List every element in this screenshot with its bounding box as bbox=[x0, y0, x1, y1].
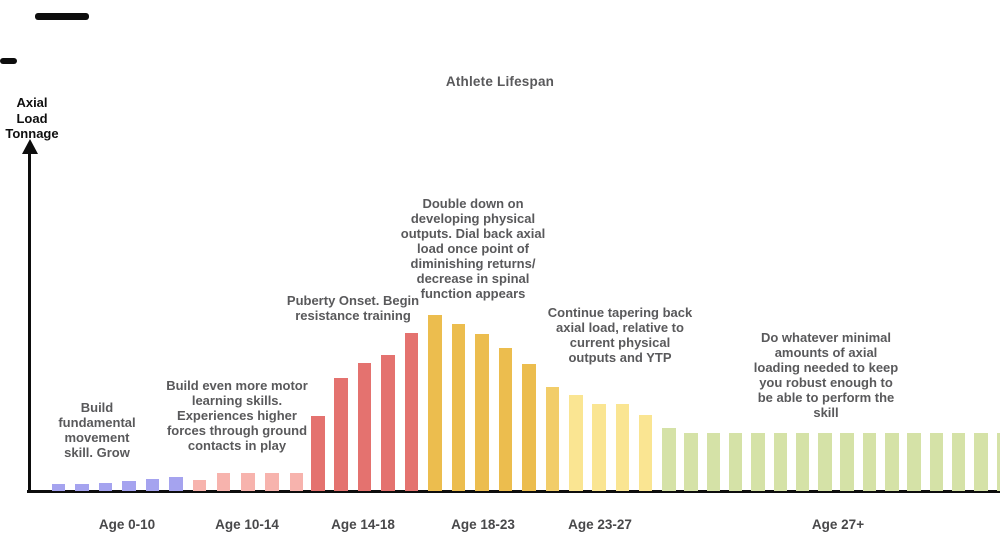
y-axis-label: Axial Load Tonnage bbox=[5, 95, 59, 141]
stray-stroke-mark bbox=[35, 13, 89, 20]
bar bbox=[241, 473, 255, 491]
bar bbox=[615, 404, 630, 491]
bar bbox=[428, 315, 442, 491]
bar bbox=[773, 433, 787, 491]
bar bbox=[862, 433, 877, 491]
bar bbox=[684, 433, 698, 491]
x-axis-group-label: Age 14-18 bbox=[331, 517, 395, 532]
bar bbox=[706, 433, 721, 491]
bar bbox=[951, 433, 966, 491]
bar bbox=[569, 395, 583, 491]
bar bbox=[381, 355, 395, 491]
bar bbox=[192, 480, 207, 491]
annotation: Build fundamental movement skill. Grow bbox=[58, 400, 136, 460]
bar bbox=[451, 324, 466, 491]
bar bbox=[929, 433, 944, 491]
bar bbox=[498, 348, 513, 491]
bar bbox=[75, 484, 89, 491]
annotation: Double down on developing physical outpu… bbox=[400, 196, 546, 301]
bar bbox=[522, 364, 536, 491]
bar bbox=[334, 378, 348, 491]
bar bbox=[145, 479, 159, 491]
y-axis-line bbox=[28, 152, 32, 493]
annotation: Build even more motor learning skills. E… bbox=[166, 378, 308, 453]
bar bbox=[907, 433, 921, 491]
x-axis-line bbox=[27, 490, 1000, 494]
x-axis-group-label: Age 10-14 bbox=[215, 517, 279, 532]
bar bbox=[885, 433, 899, 491]
stray-stroke-mark bbox=[0, 58, 17, 64]
y-axis-arrow-up-icon bbox=[22, 139, 38, 154]
x-axis-group-label: Age 27+ bbox=[811, 517, 865, 532]
bar bbox=[818, 433, 832, 491]
bar bbox=[122, 481, 136, 491]
chart-title: Athlete Lifespan bbox=[445, 74, 555, 89]
bar bbox=[169, 477, 183, 491]
bar bbox=[728, 433, 743, 491]
bar bbox=[974, 433, 988, 491]
bar bbox=[840, 433, 854, 491]
bar bbox=[545, 387, 560, 491]
bar bbox=[592, 404, 606, 491]
bar bbox=[475, 334, 489, 491]
annotation: Continue tapering back axial load, relat… bbox=[547, 305, 693, 365]
x-axis-group-label: Age 0-10 bbox=[98, 517, 156, 532]
bar bbox=[638, 415, 653, 491]
bar bbox=[51, 484, 65, 491]
bar bbox=[795, 433, 810, 491]
x-axis-group-label: Age 23-27 bbox=[568, 517, 632, 532]
bar bbox=[289, 473, 303, 491]
bar bbox=[662, 428, 676, 491]
annotation: Puberty Onset. Begin resistance training bbox=[286, 293, 420, 323]
bar bbox=[996, 433, 1000, 491]
bar bbox=[311, 416, 325, 491]
bar bbox=[98, 483, 112, 491]
bar bbox=[216, 473, 231, 491]
annotation: Do whatever minimal amounts of axial loa… bbox=[753, 330, 899, 420]
bar bbox=[265, 473, 279, 491]
x-axis-group-label: Age 18-23 bbox=[451, 517, 515, 532]
bar bbox=[357, 363, 372, 491]
bar bbox=[404, 333, 419, 491]
bar bbox=[751, 433, 765, 491]
